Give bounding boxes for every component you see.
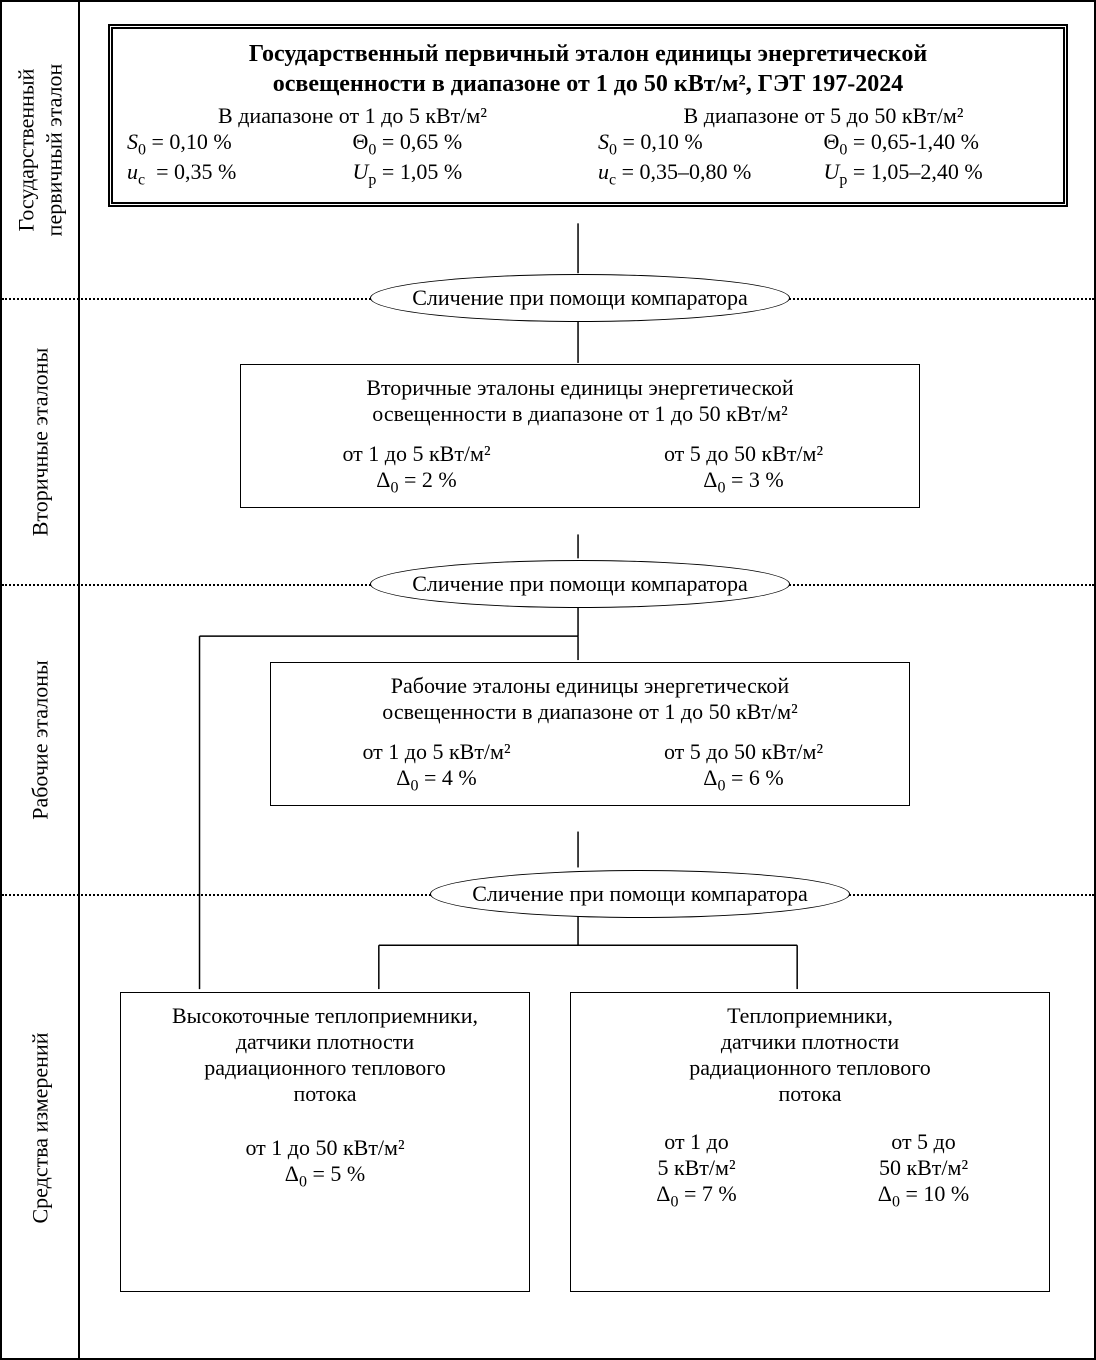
- comparison-oval-2: Сличение при помощи компаратора: [370, 560, 790, 608]
- working-left-delta: Δ0 = 4 %: [283, 765, 590, 795]
- primary-right-header: В диапазоне от 5 до 50 кВт/м²: [598, 103, 1049, 129]
- instrument-right-box: Теплоприемники, датчики плотности радиац…: [570, 992, 1050, 1292]
- primary-left-header: В диапазоне от 1 до 5 кВт/м²: [127, 103, 578, 129]
- instr-right-left-r2: 5 кВт/м²: [583, 1155, 810, 1181]
- instr-right-t1: Теплоприемники,: [583, 1003, 1037, 1029]
- side-label-primary: Государственный первичный эталон: [13, 64, 68, 237]
- instr-right-t2: датчики плотности: [583, 1029, 1037, 1055]
- instr-right-t4: потока: [583, 1081, 1037, 1107]
- page: Государственный первичный эталон Вторичн…: [0, 0, 1096, 1360]
- secondary-standard-box: Вторичные эталоны единицы энергетической…: [240, 364, 920, 508]
- primary-right-s0: S0 = 0,10 %: [598, 129, 824, 159]
- primary-right-up: Up = 1,05–2,40 %: [824, 159, 1050, 189]
- comparison-oval-3-label: Сличение при помощи компаратора: [472, 881, 808, 907]
- instr-left-t4: потока: [133, 1081, 517, 1107]
- instr-left-t1: Высокоточные теплоприемники,: [133, 1003, 517, 1029]
- side-label-working: Рабочие эталоны: [26, 660, 54, 820]
- primary-title-line1: Государственный первичный эталон единицы…: [127, 39, 1049, 69]
- comparison-oval-1: Сличение при помощи компаратора: [370, 274, 790, 322]
- working-left: от 1 до 5 кВт/м² Δ0 = 4 %: [283, 739, 590, 795]
- secondary-right-range: от 5 до 50 кВт/м²: [580, 441, 907, 467]
- secondary-title-line2: освещенности в диапазоне от 1 до 50 кВт/…: [253, 401, 907, 427]
- primary-left-col: В диапазоне от 1 до 5 кВт/м² S0 = 0,10 %…: [127, 103, 578, 190]
- comparison-oval-2-label: Сличение при помощи компаратора: [412, 571, 748, 597]
- secondary-left: от 1 до 5 кВт/м² Δ0 = 2 %: [253, 441, 580, 497]
- secondary-left-delta: Δ0 = 2 %: [253, 467, 580, 497]
- primary-left-theta0: Θ0 = 0,65 %: [353, 129, 579, 159]
- working-title-line1: Рабочие эталоны единицы энергетической: [283, 673, 897, 699]
- main-area: Государственный первичный эталон единицы…: [80, 2, 1094, 1358]
- primary-standard-box: Государственный первичный эталон единицы…: [108, 24, 1068, 207]
- working-standard-box: Рабочие эталоны единицы энергетической о…: [270, 662, 910, 806]
- secondary-right: от 5 до 50 кВт/м² Δ0 = 3 %: [580, 441, 907, 497]
- primary-right-uc: uc = 0,35–0,80 %: [598, 159, 824, 189]
- instr-left-delta: Δ0 = 5 %: [133, 1161, 517, 1191]
- primary-title-line2: освещенности в диапазоне от 1 до 50 кВт/…: [127, 69, 1049, 99]
- comparison-oval-1-label: Сличение при помощи компаратора: [412, 285, 748, 311]
- comparison-oval-3: Сличение при помощи компаратора: [430, 870, 850, 918]
- instr-left-t3: радиационного теплового: [133, 1055, 517, 1081]
- secondary-left-range: от 1 до 5 кВт/м²: [253, 441, 580, 467]
- instr-right-right: от 5 до 50 кВт/м² Δ0 = 10 %: [810, 1129, 1037, 1211]
- instr-right-right-delta: Δ0 = 10 %: [810, 1181, 1037, 1211]
- instr-right-left-delta: Δ0 = 7 %: [583, 1181, 810, 1211]
- instr-right-left: от 1 до 5 кВт/м² Δ0 = 7 %: [583, 1129, 810, 1211]
- instr-left-t2: датчики плотности: [133, 1029, 517, 1055]
- primary-right-theta0: Θ0 = 0,65-1,40 %: [824, 129, 1050, 159]
- instrument-left-box: Высокоточные теплоприемники, датчики пло…: [120, 992, 530, 1292]
- primary-left-up: Up = 1,05 %: [353, 159, 579, 189]
- side-label-secondary: Вторичные эталоны: [26, 348, 54, 536]
- working-right: от 5 до 50 кВт/м² Δ0 = 6 %: [590, 739, 897, 795]
- working-right-delta: Δ0 = 6 %: [590, 765, 897, 795]
- instr-right-left-r1: от 1 до: [583, 1129, 810, 1155]
- instr-right-t3: радиационного теплового: [583, 1055, 1037, 1081]
- primary-left-uc: uc = 0,35 %: [127, 159, 353, 189]
- primary-left-s0: S0 = 0,10 %: [127, 129, 353, 159]
- primary-right-col: В диапазоне от 5 до 50 кВт/м² S0 = 0,10 …: [598, 103, 1049, 190]
- side-column: Государственный первичный эталон Вторичн…: [2, 2, 80, 1358]
- side-label-instruments: Средства измерений: [26, 1032, 54, 1223]
- instr-right-right-r1: от 5 до: [810, 1129, 1037, 1155]
- secondary-right-delta: Δ0 = 3 %: [580, 467, 907, 497]
- instr-right-right-r2: 50 кВт/м²: [810, 1155, 1037, 1181]
- working-title-line2: освещенности в диапазоне от 1 до 50 кВт/…: [283, 699, 897, 725]
- working-right-range: от 5 до 50 кВт/м²: [590, 739, 897, 765]
- instr-left-range: от 1 до 50 кВт/м²: [133, 1135, 517, 1161]
- working-left-range: от 1 до 5 кВт/м²: [283, 739, 590, 765]
- secondary-title-line1: Вторичные эталоны единицы энергетической: [253, 375, 907, 401]
